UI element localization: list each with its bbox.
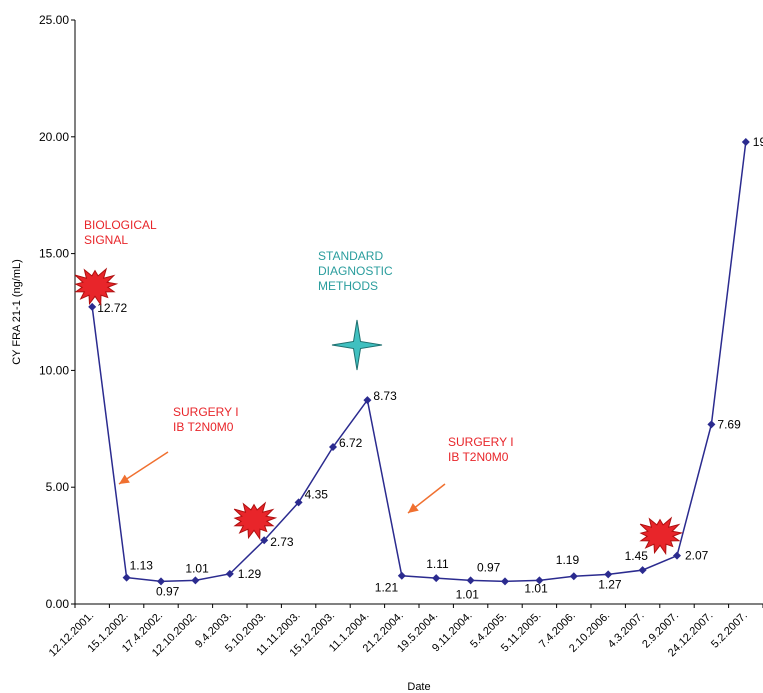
y-tick-label: 0.00 xyxy=(46,597,70,611)
data-point xyxy=(157,577,165,586)
data-label: 1.29 xyxy=(238,567,262,581)
data-label: 1.45 xyxy=(625,549,649,563)
data-label: 12.72 xyxy=(97,301,127,315)
data-label: 1.01 xyxy=(185,561,209,575)
y-tick-label: 5.00 xyxy=(46,480,70,494)
burst-marker xyxy=(74,267,119,307)
annotation-text: DIAGNOSTIC xyxy=(318,264,393,278)
data-point xyxy=(432,574,441,583)
y-tick-label: 25.00 xyxy=(39,13,69,27)
data-point xyxy=(638,566,647,575)
data-label: 19.78 xyxy=(753,135,763,149)
data-point xyxy=(329,443,337,452)
data-label: 1.13 xyxy=(130,559,154,573)
data-label: 6.72 xyxy=(339,436,363,450)
y-tick-label: 15.00 xyxy=(39,247,69,261)
data-label: 0.97 xyxy=(477,560,501,574)
y-tick-label: 20.00 xyxy=(39,130,69,144)
burst-marker xyxy=(639,516,684,556)
data-point xyxy=(260,536,269,545)
data-label: 0.97 xyxy=(156,584,180,598)
annotation-text: SURGERY I xyxy=(448,435,514,449)
annotation-text: BIOLOGICAL xyxy=(84,218,157,232)
data-point xyxy=(501,577,509,586)
series-line xyxy=(91,141,747,583)
data-label: 2.07 xyxy=(685,549,709,563)
burst-marker xyxy=(233,501,278,541)
data-point xyxy=(466,576,475,585)
data-label: 2.73 xyxy=(270,535,294,549)
x-axis-title: Date xyxy=(407,681,430,693)
data-point xyxy=(397,571,406,580)
star-marker xyxy=(331,319,383,371)
data-point xyxy=(191,576,200,585)
y-tick-label: 10.00 xyxy=(39,363,69,377)
x-tick-label: 12.12.2001. xyxy=(47,610,97,660)
y-axis-title: CY FRA 21-1 (ng/mL) xyxy=(11,259,23,365)
data-label: 7.69 xyxy=(717,417,741,431)
x-tick-label: 5.2.2007. xyxy=(709,610,750,651)
annotation-text: STANDARD xyxy=(318,249,383,263)
data-point xyxy=(225,569,234,578)
data-label: 1.19 xyxy=(556,553,580,567)
data-label: 1.27 xyxy=(598,577,622,591)
data-point xyxy=(707,420,716,429)
x-tick-label: 4.3.2007. xyxy=(606,610,647,651)
arrow-head xyxy=(408,503,419,513)
annotation-text: METHODS xyxy=(318,279,378,293)
data-point xyxy=(741,137,750,146)
data-label: 1.11 xyxy=(426,557,449,571)
data-point xyxy=(535,576,544,585)
arrow-head xyxy=(119,474,130,484)
data-point xyxy=(88,302,97,311)
data-point xyxy=(604,570,613,579)
data-point xyxy=(569,572,578,581)
data-label: 1.01 xyxy=(524,581,548,595)
data-point xyxy=(294,498,303,507)
annotation-text: SURGERY I xyxy=(173,405,239,419)
data-point xyxy=(122,573,131,582)
annotation-text: IB T2N0M0 xyxy=(448,450,509,464)
data-label: 4.35 xyxy=(305,487,329,501)
data-point xyxy=(363,396,372,405)
data-label: 1.21 xyxy=(375,581,399,595)
data-label: 1.01 xyxy=(456,587,480,601)
data-label: 8.73 xyxy=(373,389,397,403)
annotation-text: SIGNAL xyxy=(84,233,128,247)
data-point xyxy=(673,551,681,560)
annotation-text: IB T2N0M0 xyxy=(173,420,234,434)
